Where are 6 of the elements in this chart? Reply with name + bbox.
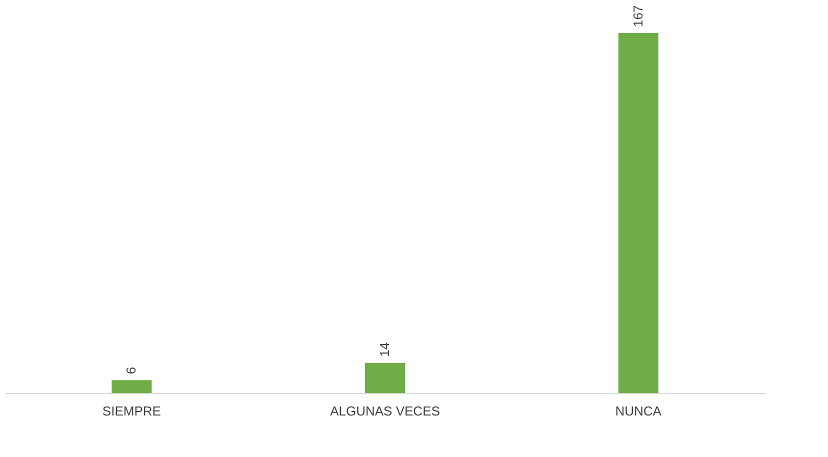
- x-tick-label: ALGUNAS VECES: [330, 404, 440, 418]
- x-tick-label: NUNCA: [615, 404, 662, 418]
- data-label: 6: [124, 366, 139, 374]
- x-tick-label: SIEMPRE: [102, 404, 162, 418]
- data-label: 167: [630, 5, 646, 27]
- data-label: 14: [377, 342, 392, 357]
